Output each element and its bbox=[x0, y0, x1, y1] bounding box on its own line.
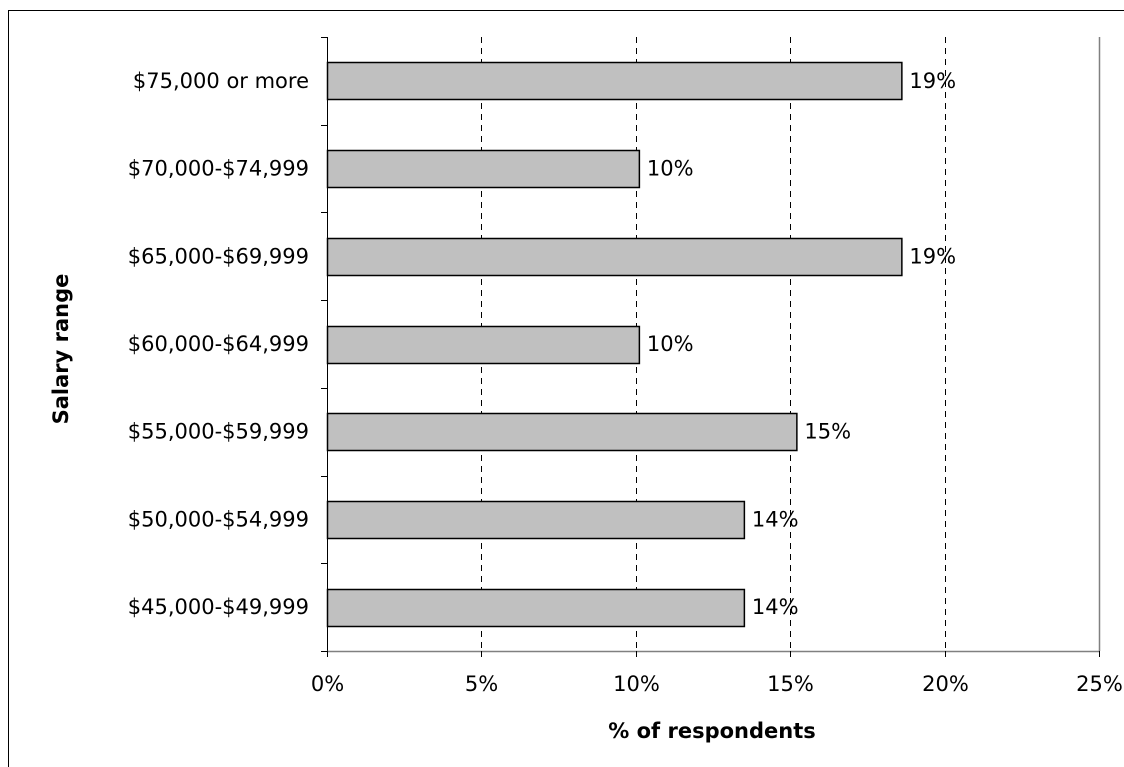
category-label-0: $75,000 or more bbox=[133, 69, 309, 93]
data-label-4: 15% bbox=[804, 420, 851, 444]
x-tick-label-0: 0% bbox=[311, 672, 344, 696]
bar-4 bbox=[326, 412, 798, 452]
chart-border bbox=[8, 10, 1124, 767]
data-label-0: 19% bbox=[909, 69, 956, 93]
axes bbox=[321, 37, 1101, 657]
category-label-5: $50,000-$54,999 bbox=[128, 507, 309, 531]
bar-6 bbox=[326, 588, 746, 628]
data-label-3: 10% bbox=[647, 332, 694, 356]
category-label-4: $55,000-$59,999 bbox=[128, 420, 309, 444]
bar-3 bbox=[326, 325, 641, 365]
category-label-3: $60,000-$64,999 bbox=[128, 332, 309, 356]
x-tick-label-4: 20% bbox=[922, 672, 969, 696]
bar-5 bbox=[326, 500, 746, 540]
x-tick-label-2: 10% bbox=[613, 672, 660, 696]
labels: $75,000 or more 19% $70,000-$74,999 10% $65,… bbox=[128, 69, 1123, 696]
data-label-5: 14% bbox=[752, 507, 799, 531]
data-label-1: 10% bbox=[647, 157, 694, 181]
x-tick-label-1: 5% bbox=[465, 672, 498, 696]
bars bbox=[326, 61, 903, 628]
x-axis-title: % of respondents bbox=[608, 719, 816, 743]
bar-1 bbox=[326, 149, 641, 189]
bar-2 bbox=[326, 237, 903, 277]
data-label-6: 14% bbox=[752, 595, 799, 619]
category-label-2: $65,000-$69,999 bbox=[128, 244, 309, 268]
bar-0 bbox=[326, 61, 903, 101]
x-tick-label-3: 15% bbox=[767, 672, 814, 696]
y-axis-title: Salary range bbox=[49, 274, 73, 425]
x-tick-label-5: 25% bbox=[1076, 672, 1123, 696]
data-label-2: 19% bbox=[909, 244, 956, 268]
category-label-1: $70,000-$74,999 bbox=[128, 157, 309, 181]
category-label-6: $45,000-$49,999 bbox=[128, 595, 309, 619]
